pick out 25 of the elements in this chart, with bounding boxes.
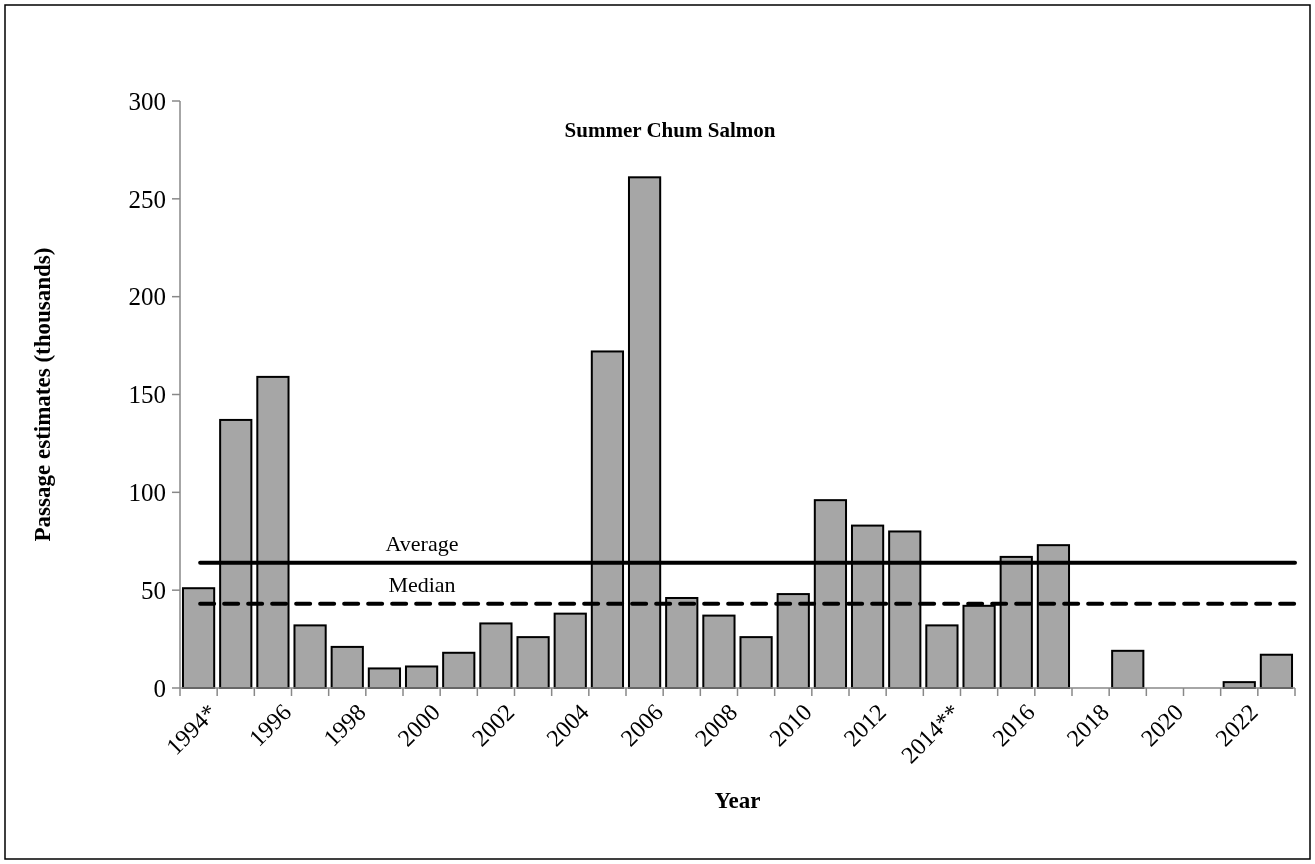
- y-tick-label: 300: [128, 87, 166, 115]
- bar: [367, 667, 402, 689]
- bar: [404, 665, 439, 689]
- y-axis-title: Passage estimates (thousands): [30, 247, 55, 542]
- bar: [442, 651, 476, 689]
- ref-line-label: Average: [385, 530, 459, 556]
- y-tick-label: 200: [128, 283, 166, 311]
- bar: [1259, 653, 1294, 689]
- y-tick-label: 100: [128, 479, 166, 507]
- y-tick-label: 150: [128, 381, 166, 409]
- y-tick-label: 250: [128, 185, 166, 213]
- bar: [739, 636, 773, 689]
- text: Summer Chum Salmon: [564, 118, 776, 142]
- y-tick-label: 50: [141, 576, 166, 604]
- bar: [1111, 649, 1145, 689]
- x-axis-title: Year: [714, 788, 761, 813]
- bar: [925, 624, 959, 689]
- y-tick-label: 0: [153, 674, 166, 702]
- bar: [479, 622, 513, 689]
- ref-line-label: Median: [388, 571, 456, 597]
- bar: [553, 612, 587, 689]
- bar: [330, 645, 364, 689]
- bar: [702, 614, 736, 689]
- bar: [293, 624, 327, 689]
- bar: [516, 636, 550, 689]
